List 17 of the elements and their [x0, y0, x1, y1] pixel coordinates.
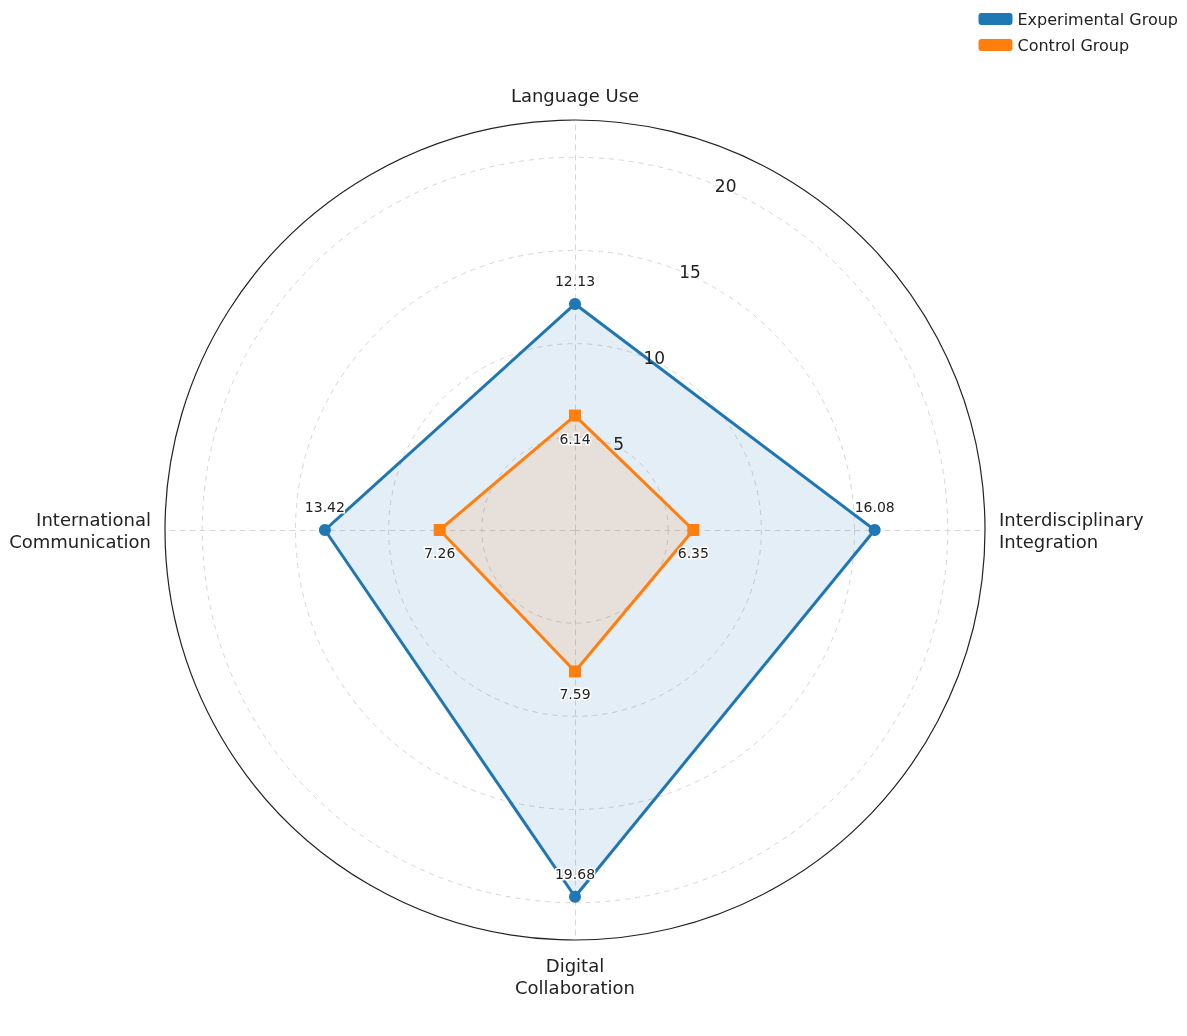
legend-label: Control Group [1017, 35, 1130, 55]
data-label: 6.35 [677, 545, 709, 561]
data-label: 16.08 [854, 499, 895, 515]
spoke-label: Digital Collaboration [515, 954, 635, 998]
spoke-label: International Communication [9, 508, 151, 552]
data-label: 7.59 [559, 686, 591, 703]
spoke-label: Language Use [510, 84, 640, 106]
y-tick-label: 5 [613, 433, 625, 454]
data-label: 12.13 [554, 272, 596, 289]
y-tick-label: 10 [643, 347, 666, 368]
data-label: 13.42 [304, 499, 345, 515]
spoke-label: Interdisciplinary Integration [999, 508, 1144, 552]
legend-label: Experimental Group [1017, 9, 1179, 29]
data-label: 6.14 [559, 430, 591, 447]
y-tick-label: 15 [679, 261, 701, 282]
data-label: 7.26 [424, 545, 456, 561]
y-tick-label: 20 [714, 175, 737, 196]
